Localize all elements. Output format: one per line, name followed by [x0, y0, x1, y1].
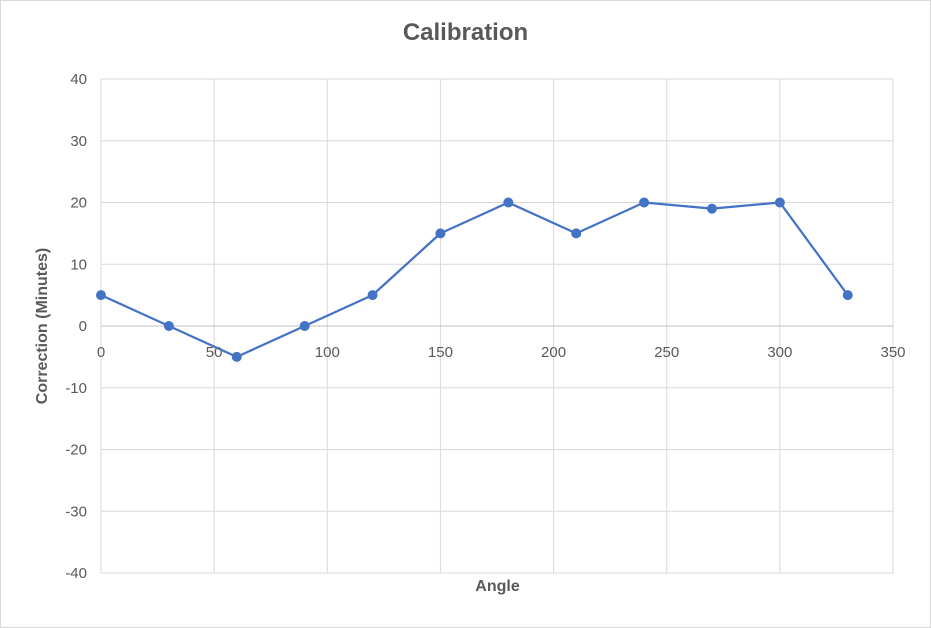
x-tick-label: 300 — [767, 344, 792, 361]
x-tick-label: 0 — [97, 344, 105, 361]
data-point — [163, 321, 174, 331]
x-tick-label: 150 — [428, 344, 453, 361]
data-point — [96, 290, 106, 301]
data-point — [639, 197, 650, 208]
y-tick-label: 20 — [70, 195, 87, 212]
y-tick-label: -10 — [65, 380, 87, 397]
series-line — [100, 201, 849, 358]
y-tick-label: -20 — [65, 442, 87, 459]
chart-title: Calibration — [402, 19, 529, 46]
y-tick-label: 30 — [70, 133, 87, 150]
y-tick-label: -30 — [65, 503, 87, 520]
data-point — [503, 197, 514, 208]
x-tick-label: 350 — [880, 344, 905, 361]
x-tick-label: 200 — [541, 344, 566, 361]
y-tick-label: -40 — [65, 565, 87, 582]
data-point — [842, 290, 853, 301]
x-tick-label: 100 — [315, 344, 340, 361]
data-point — [367, 290, 378, 301]
y-tick-label: 0 — [79, 318, 87, 335]
y-tick-label: 10 — [70, 256, 87, 273]
data-point — [231, 351, 242, 362]
data-point — [774, 197, 785, 208]
x-tick-label: 250 — [654, 344, 679, 361]
data-point — [435, 228, 446, 239]
data-point — [571, 228, 582, 239]
data-point — [706, 203, 717, 214]
x-axis-title: Angle — [475, 578, 520, 595]
data-point — [299, 321, 310, 331]
y-tick-label: 40 — [70, 71, 87, 88]
